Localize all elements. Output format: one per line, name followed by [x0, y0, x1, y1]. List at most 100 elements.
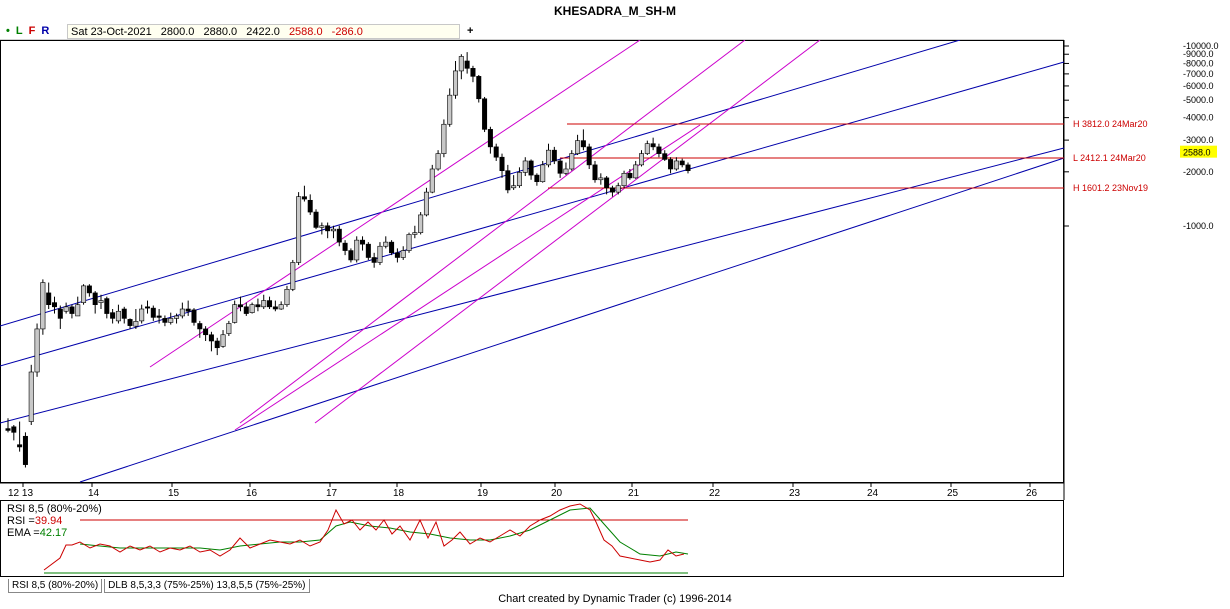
candle-down [191, 309, 197, 323]
candle-down [5, 428, 11, 431]
time-tick-label: 20 [551, 488, 563, 499]
candle-up [418, 214, 424, 233]
candle-up [28, 371, 34, 422]
rsi-line [43, 503, 685, 571]
candle-down [69, 306, 75, 314]
rsi-label: RSI = [7, 515, 35, 527]
candle-down [604, 177, 610, 189]
candle-up [34, 328, 40, 373]
flag-r[interactable]: R [41, 25, 50, 37]
info-bar: • L F R Sat 23-Oct-2021 2800.0 2880.0 2422.… [0, 24, 1064, 40]
candle-down [348, 250, 354, 261]
candle-up [458, 56, 464, 72]
pitchfork-line [314, 40, 821, 424]
candle-down [679, 160, 685, 166]
time-tick-label: 24 [867, 488, 879, 499]
price-chart[interactable]: -10000.0-9000.0-8000.0-7000.0 -6000.0 -500… [0, 40, 1230, 500]
rsi-panel[interactable] [0, 500, 1230, 580]
price-tick-label: -8000.0 [1183, 58, 1214, 68]
ema-value: 42.17 [39, 527, 68, 539]
candle-down [487, 129, 493, 148]
candle-up [174, 315, 180, 319]
flag-l[interactable]: L [15, 25, 23, 37]
candle-down [389, 241, 395, 254]
candle-up [383, 241, 389, 247]
price-tick-label: -4000.0 [1183, 113, 1214, 123]
pitchfork-line [239, 40, 746, 424]
candle-down [493, 146, 499, 158]
flag-f[interactable]: F [28, 25, 36, 37]
chart-title: KHESADRA_M_SH-M [553, 4, 676, 18]
candle-up [406, 234, 412, 251]
time-tick-label: 23 [789, 488, 801, 499]
candle-up [441, 123, 447, 154]
time-tick-label: 16 [246, 488, 258, 499]
candle-down [243, 306, 249, 314]
ema-label: EMA = [7, 527, 40, 539]
candle-down [121, 308, 127, 319]
candle-up [447, 94, 453, 125]
candle-down [144, 306, 150, 309]
candle-down [46, 292, 52, 305]
candle-down [156, 315, 162, 318]
candle-up [75, 304, 81, 317]
indicator-tabs: RSI 8,5 (80%-20%) DLB 8,5,3,3 (75%-25%) 1… [8, 579, 312, 593]
channel-line [0, 40, 961, 327]
candle-down [51, 302, 57, 308]
channel-line [79, 157, 1065, 483]
chart-flags: • L F R [6, 24, 64, 39]
tab-dlb[interactable]: DLB 8,5,3,3 (75%-25%) 13,8,5,5 (75%-25%) [104, 579, 310, 593]
candle-down [557, 160, 563, 174]
time-tick-label: 25 [947, 488, 959, 499]
ema-reading: EMA =42.17 [7, 527, 102, 539]
bar-low: 2422.0 [246, 26, 280, 38]
candle-down [237, 304, 243, 308]
candle-up [330, 228, 336, 232]
candle-up [63, 306, 69, 312]
candle-down [668, 159, 674, 170]
candle-down [110, 312, 116, 319]
tab-rsi[interactable]: RSI 8,5 (80%-20%) [8, 579, 103, 593]
candle-up [115, 310, 121, 322]
candle-down [528, 160, 534, 176]
candle-down [482, 98, 488, 130]
candle-down [92, 292, 98, 305]
crosshair-plus-icon[interactable]: + [467, 25, 474, 37]
candle-up [290, 262, 296, 290]
candle-up [284, 289, 290, 305]
bar-change: -286.0 [331, 26, 363, 38]
status-dot-icon: • [6, 25, 10, 37]
candle-up [139, 308, 145, 322]
level-label: H 1601.2 23Nov19 [1073, 183, 1148, 193]
candle-down [394, 252, 400, 258]
candle-down [185, 308, 191, 312]
candle-down [470, 68, 476, 77]
candle-down [551, 149, 557, 162]
price-tick-label: -3000.0 [1183, 135, 1214, 145]
candle-down [650, 143, 656, 148]
candle-up [563, 168, 569, 174]
candle-down [476, 76, 482, 100]
time-tick-label: 19 [477, 488, 489, 499]
candle-down [360, 239, 366, 245]
candle-up [261, 300, 267, 308]
candle-down [86, 285, 92, 294]
time-tick-label: 17 [326, 488, 338, 499]
candle-down [499, 156, 505, 171]
candle-down [162, 318, 168, 323]
candle-down [214, 340, 220, 349]
candle-up [133, 321, 139, 327]
candle-down [197, 323, 203, 330]
candle-up [423, 191, 429, 216]
candle-up [249, 304, 255, 313]
candle-up [354, 239, 360, 261]
time-tick-label: 12 13 [8, 488, 33, 499]
candle-down [11, 426, 17, 433]
price-tick-label: -10000.0 [1183, 41, 1219, 51]
candle-down [336, 228, 342, 243]
candle-up [621, 173, 627, 187]
candle-down [609, 187, 615, 193]
candle-down [307, 199, 313, 213]
rsi-value: 39.94 [34, 515, 63, 527]
candle-up [615, 185, 621, 193]
